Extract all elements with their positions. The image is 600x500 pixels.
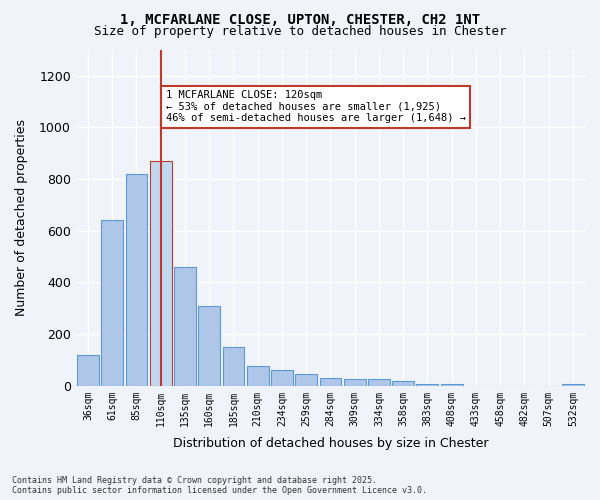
Bar	[344, 380, 365, 386]
Bar	[101, 220, 123, 386]
Text: 1, MCFARLANE CLOSE, UPTON, CHESTER, CH2 1NT: 1, MCFARLANE CLOSE, UPTON, CHESTER, CH2 …	[120, 12, 480, 26]
Y-axis label: Number of detached properties: Number of detached properties	[15, 120, 28, 316]
Bar	[416, 384, 439, 386]
Bar	[125, 174, 148, 386]
Bar	[368, 380, 390, 386]
Text: 1 MCFARLANE CLOSE: 120sqm
← 53% of detached houses are smaller (1,925)
46% of se: 1 MCFARLANE CLOSE: 120sqm ← 53% of detac…	[166, 90, 466, 124]
Bar	[320, 378, 341, 386]
Bar	[271, 370, 293, 386]
Bar	[392, 380, 414, 386]
Bar	[223, 347, 244, 386]
Bar	[295, 374, 317, 386]
Text: Contains HM Land Registry data © Crown copyright and database right 2025.
Contai: Contains HM Land Registry data © Crown c…	[12, 476, 427, 495]
Bar	[441, 384, 463, 386]
Bar	[150, 161, 172, 386]
Text: Size of property relative to detached houses in Chester: Size of property relative to detached ho…	[94, 25, 506, 38]
Bar	[198, 306, 220, 386]
X-axis label: Distribution of detached houses by size in Chester: Distribution of detached houses by size …	[173, 437, 488, 450]
Bar	[562, 384, 584, 386]
Bar	[247, 366, 269, 386]
Bar	[174, 267, 196, 386]
Bar	[77, 355, 99, 386]
